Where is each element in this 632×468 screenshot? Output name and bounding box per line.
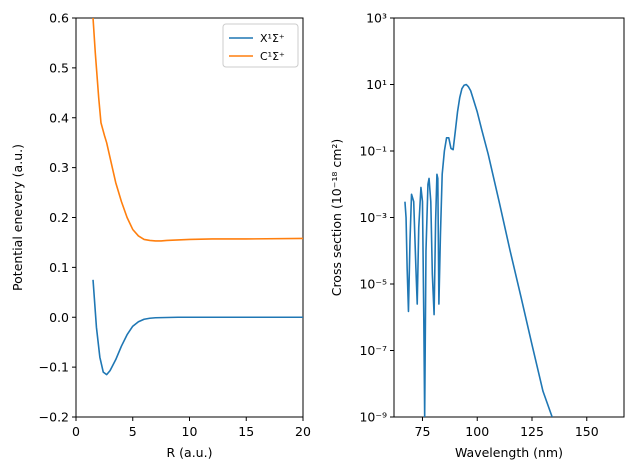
right-ytick-label: 10⁻³ [359, 210, 387, 225]
right-ytick-label: 10³ [366, 11, 387, 26]
left-ylabel: Potential enevery (a.u.) [10, 144, 25, 291]
legend-label-x-state: X¹Σ⁺ [260, 32, 285, 45]
right-xlabel: Wavelength (nm) [455, 445, 563, 460]
right-axes-frame [393, 17, 625, 418]
left-axes-frame [75, 17, 304, 418]
left-ytick-label: 0.1 [49, 260, 69, 275]
left-xtick-label: 0 [72, 424, 80, 439]
right-xtick-label: 75 [415, 424, 431, 439]
right-ytick-label: 10¹ [366, 77, 387, 92]
right-xtick-label: 150 [575, 424, 599, 439]
left-xtick-label: 15 [238, 424, 254, 439]
right-marks: 75 100 125 150 10⁻⁹ 10⁻⁷ 10⁻⁵ 10⁻³ 10⁻¹ 10¹ 10³ [359, 11, 598, 440]
left-series-line-0 [92, 279, 303, 376]
right-ytick-label: 10⁻⁹ [359, 410, 387, 425]
right-chart: 75 100 125 150 10⁻⁹ 10⁻⁷ 10⁻⁵ 10⁻³ 10⁻¹ 10¹ 10³ Wa… [329, 11, 625, 460]
left-marks: 0 5 10 15 20 −0.2 −0.1 0.0 0.1 0.2 0.3 0.4 0.5 0.6 [39, 11, 311, 440]
left-ytick-label: 0.5 [49, 60, 69, 75]
right-xtick-label: 100 [465, 424, 489, 439]
left-chart: 0 5 10 15 20 −0.2 −0.1 0.0 0.1 0.2 0.3 0.4 0.5 0.6 R … [10, 11, 311, 461]
left-ytick-label: 0.4 [49, 110, 69, 125]
left-xlabel: R (a.u.) [167, 445, 213, 460]
legend: X¹Σ⁺ C¹Σ⁺ [222, 23, 299, 68]
left-ytick-label: −0.1 [39, 360, 69, 375]
left-ytick-label: −0.2 [39, 410, 69, 425]
legend-label-c-state: C¹Σ⁺ [260, 50, 285, 63]
right-ytick-label: 10⁻⁷ [359, 343, 387, 358]
right-xtick-label: 125 [520, 424, 544, 439]
right-ytick-label: 10⁻⁵ [359, 277, 387, 292]
left-ytick-label: 0.0 [49, 310, 69, 325]
left-ytick-label: 0.6 [49, 11, 69, 26]
left-xtick-label: 10 [182, 424, 198, 439]
left-ytick-label: 0.2 [49, 210, 69, 225]
right-series-line-0 [404, 83, 553, 417]
right-ytick-label: 10⁻¹ [359, 144, 387, 159]
right-ylabel: Cross section (10⁻¹⁸ cm²) [329, 139, 344, 297]
left-series-line-1 [92, 18, 303, 242]
left-xtick-label: 20 [295, 424, 311, 439]
left-ytick-label: 0.3 [49, 160, 69, 175]
left-xtick-label: 5 [129, 424, 137, 439]
